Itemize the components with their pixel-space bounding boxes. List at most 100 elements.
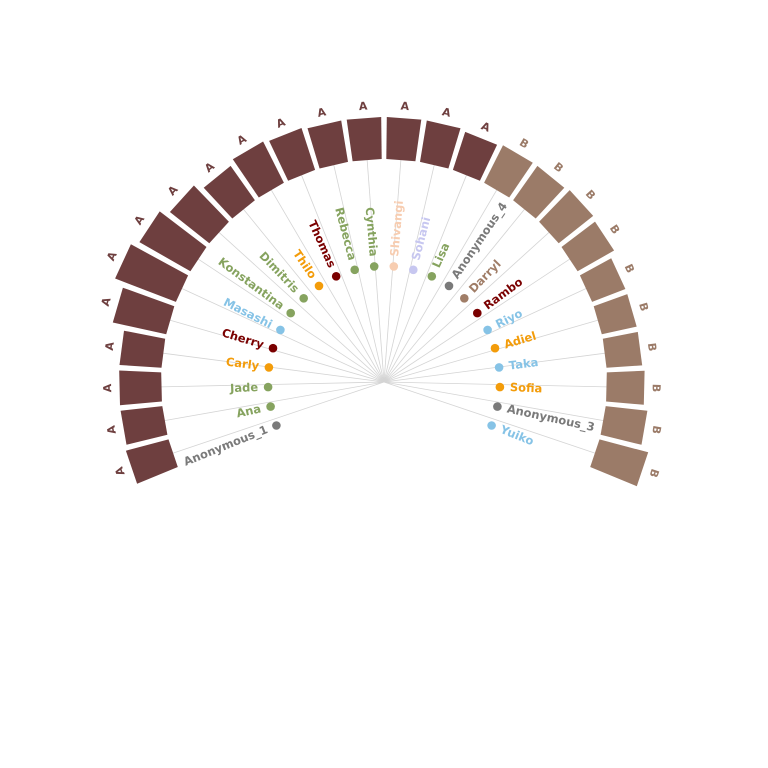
node-dot — [272, 421, 281, 430]
spoke-line — [162, 352, 385, 383]
node-label: Cherry — [220, 325, 266, 351]
node-dot — [427, 272, 437, 281]
ring-segment-a — [119, 330, 166, 368]
spoke-line — [383, 258, 571, 383]
node-dot — [263, 382, 273, 392]
ring-segment-b — [593, 294, 637, 335]
spoke-line — [383, 164, 435, 383]
node-label: Sohani — [409, 215, 434, 261]
node-dot — [473, 308, 482, 318]
spoke-line — [383, 189, 498, 383]
node-label: Carly — [225, 355, 260, 373]
node-dot — [494, 363, 504, 372]
node-label: Rebecca — [332, 206, 359, 262]
group-letter-a: A — [202, 159, 217, 175]
ring-segment-b — [579, 258, 626, 302]
node-label: Cynthia — [363, 207, 381, 258]
group-letter-b: B — [649, 425, 663, 436]
ring-segment-a — [203, 165, 255, 219]
node-dot — [268, 343, 278, 353]
group-letter-a: A — [274, 115, 287, 130]
group-letter-b: B — [551, 160, 566, 175]
ring-segment-a — [169, 185, 229, 244]
node-label: Riyo — [493, 306, 525, 331]
spokes-layer — [161, 159, 607, 454]
ring-segment-b — [561, 221, 615, 272]
spoke-line — [383, 381, 604, 421]
group-letter-a: A — [358, 99, 368, 113]
node-dot — [493, 402, 502, 411]
node-dot — [299, 294, 309, 303]
node-dot — [483, 325, 492, 335]
node-dot — [487, 421, 496, 430]
group-letter-b: B — [636, 301, 651, 313]
group-letter-b: B — [517, 136, 531, 151]
ring-segment-a — [452, 131, 498, 181]
ring-segment-b — [606, 370, 645, 405]
group-letter-a: A — [101, 383, 114, 392]
ring-segment-a — [269, 128, 316, 181]
node-dot — [350, 265, 360, 275]
spoke-line — [383, 319, 599, 383]
node-dot — [331, 272, 341, 281]
spoke-line — [383, 174, 467, 383]
node-dot — [286, 308, 296, 318]
ring-segment-a — [346, 117, 382, 162]
node-dot — [495, 382, 505, 392]
node-label: Lisa — [429, 241, 452, 270]
node-dot — [389, 262, 399, 271]
group-letter-a: A — [441, 105, 453, 120]
node-dot — [276, 325, 285, 335]
group-letter-a: A — [104, 249, 120, 263]
spoke-line — [383, 381, 607, 388]
node-dot — [409, 265, 418, 275]
spoke-line — [383, 208, 526, 383]
ring-segment-a — [115, 244, 189, 302]
group-letter-b: B — [646, 467, 661, 479]
node-label: Sofia — [510, 380, 543, 395]
spoke-line — [169, 319, 385, 383]
spoke-line — [181, 288, 385, 383]
ring-segment-a — [307, 120, 348, 169]
node-dot — [460, 294, 469, 303]
spoke-line — [383, 381, 596, 454]
group-letter-b: B — [622, 262, 637, 275]
node-label: Taka — [508, 355, 539, 373]
segments-layer — [112, 117, 649, 487]
node-dot — [369, 262, 379, 271]
ring-segment-a — [420, 120, 461, 169]
group-letter-a: A — [165, 183, 181, 198]
spoke-line — [172, 381, 385, 454]
group-letter-b: B — [607, 222, 622, 236]
node-dot — [314, 281, 324, 291]
spoke-line — [218, 231, 385, 383]
spoke-line — [333, 164, 385, 383]
group-letter-a: A — [104, 424, 118, 435]
ring-segment-a — [112, 287, 175, 335]
ring-segment-a — [386, 117, 422, 162]
ring-segment-b — [602, 331, 643, 368]
spoke-line — [164, 381, 385, 421]
ring-segment-b — [600, 406, 648, 445]
group-letter-a: A — [112, 465, 127, 478]
node-label: Adiel — [502, 329, 537, 352]
ring-segment-b — [484, 145, 533, 198]
spoke-line — [383, 288, 587, 383]
group-letter-a: A — [479, 120, 492, 135]
group-letter-a: A — [316, 105, 328, 120]
group-letter-b: B — [583, 187, 598, 202]
node-dot — [490, 343, 500, 353]
spoke-line — [383, 159, 402, 383]
ring-segment-b — [590, 439, 649, 487]
spoke-line — [366, 159, 385, 383]
ring-segment-a — [232, 141, 284, 198]
spoke-line — [383, 352, 606, 383]
ring-segment-a — [119, 370, 162, 406]
group-letter-b: B — [650, 384, 663, 393]
node-label: Ana — [235, 401, 262, 420]
group-letter-a: A — [235, 132, 249, 148]
group-letter-a: A — [103, 341, 117, 352]
node-dot — [444, 281, 454, 291]
